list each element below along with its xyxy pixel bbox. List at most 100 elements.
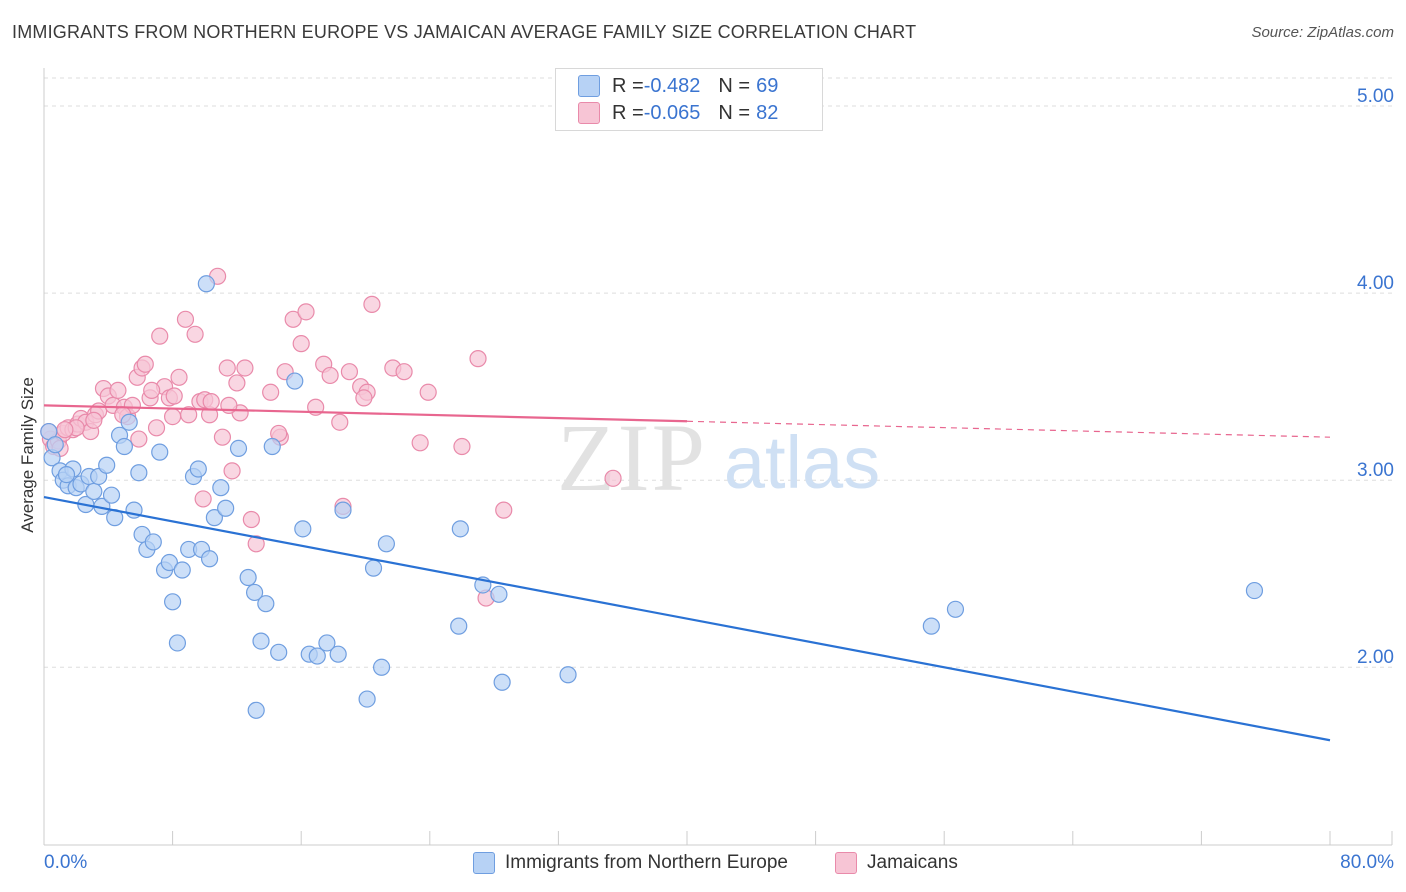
jamaicans-point bbox=[395, 363, 413, 381]
jamaicans-point bbox=[147, 419, 166, 437]
northern-europe-point bbox=[197, 275, 215, 293]
northern-europe-point bbox=[559, 666, 577, 684]
northern-europe-point bbox=[490, 585, 508, 603]
northern-europe-point bbox=[120, 413, 138, 431]
northern-europe-point bbox=[245, 583, 264, 602]
northern-europe-point bbox=[263, 437, 281, 456]
northern-europe-trend-line bbox=[43, 495, 1331, 742]
pink-swatch bbox=[578, 102, 600, 124]
y-tick-label: 3.00 bbox=[1357, 460, 1394, 482]
jamaicans-point bbox=[202, 393, 220, 411]
jamaicans-point bbox=[469, 350, 487, 368]
northern-europe-point bbox=[160, 553, 178, 572]
northern-europe-point bbox=[217, 499, 235, 517]
r-value: -0.482 bbox=[643, 74, 701, 97]
northern-europe-point bbox=[168, 634, 187, 652]
r-value: -0.065 bbox=[643, 101, 701, 124]
jamaicans-trend-line-extension bbox=[686, 420, 1331, 438]
northern-europe-point bbox=[164, 593, 182, 611]
northern-europe-point bbox=[144, 533, 162, 551]
jamaicans-point bbox=[170, 368, 188, 386]
n-value: 82 bbox=[756, 101, 779, 124]
northern-europe-point bbox=[85, 482, 103, 501]
y-axis-label: Average Family Size bbox=[18, 377, 37, 533]
legend-label: Immigrants from Northern Europe bbox=[505, 852, 788, 873]
x-tick-label-max: 80.0% bbox=[1340, 852, 1394, 873]
northern-europe-point bbox=[270, 643, 288, 661]
jamaicans-point bbox=[363, 295, 381, 313]
northern-europe-point bbox=[151, 443, 169, 461]
northern-europe-point bbox=[173, 561, 191, 579]
jamaicans-point bbox=[495, 501, 513, 519]
jamaicans-point bbox=[331, 413, 349, 431]
northern-europe-point bbox=[205, 509, 223, 527]
jamaicans-point bbox=[165, 387, 183, 405]
series-legend: Immigrants from Northern Europe Jamaican… bbox=[0, 852, 1406, 878]
r-label: R = bbox=[612, 74, 644, 97]
pink-swatch bbox=[835, 852, 857, 874]
northern-europe-point bbox=[252, 632, 270, 650]
jamaicans-point bbox=[262, 383, 280, 401]
legend-row-northern-europe: R = -0.482 N = 69 bbox=[578, 73, 778, 99]
legend-item-northern-europe[interactable]: Immigrants from Northern Europe bbox=[473, 852, 788, 874]
northern-europe-point bbox=[46, 436, 64, 454]
x-tick-label-min: 0.0% bbox=[44, 852, 88, 873]
northern-europe-point bbox=[493, 673, 511, 691]
northern-europe-point bbox=[294, 520, 312, 538]
jamaicans-point bbox=[340, 363, 359, 381]
northern-europe-points bbox=[40, 275, 1264, 719]
jamaicans-point bbox=[411, 434, 429, 452]
jamaicans-point bbox=[186, 325, 204, 343]
jamaicans-point bbox=[236, 359, 254, 377]
northern-europe-point bbox=[377, 535, 395, 553]
n-label: N = bbox=[718, 74, 751, 97]
chart-title: IMMIGRANTS FROM NORTHERN EUROPE VS JAMAI… bbox=[12, 22, 917, 42]
jamaicans-point bbox=[56, 421, 74, 439]
jamaicans-point bbox=[604, 469, 622, 487]
jamaicans-point bbox=[130, 430, 148, 448]
northern-europe-point bbox=[372, 658, 391, 676]
northern-europe-point bbox=[329, 645, 347, 663]
northern-europe-point bbox=[57, 465, 76, 484]
northern-europe-point bbox=[358, 690, 376, 708]
legend-item-jamaicans[interactable]: Jamaicans bbox=[835, 852, 958, 874]
northern-europe-point bbox=[922, 617, 940, 635]
jamaicans-point bbox=[85, 411, 103, 429]
jamaicans-point bbox=[228, 374, 246, 392]
northern-europe-point bbox=[115, 437, 133, 456]
northern-europe-point bbox=[98, 456, 116, 474]
jamaicans-point bbox=[109, 381, 127, 400]
jamaicans-point bbox=[284, 310, 302, 328]
jamaicans-point bbox=[242, 510, 260, 529]
northern-europe-point bbox=[229, 439, 248, 458]
northern-europe-point bbox=[247, 701, 265, 719]
northern-europe-point bbox=[1245, 581, 1264, 600]
blue-swatch bbox=[473, 852, 495, 874]
northern-europe-point bbox=[308, 647, 326, 665]
axes bbox=[43, 68, 1393, 846]
jamaicans-point bbox=[176, 310, 195, 328]
northern-europe-point bbox=[946, 600, 965, 618]
jamaicans-point bbox=[151, 327, 169, 345]
northern-europe-point bbox=[102, 486, 121, 504]
y-tick-label: 4.00 bbox=[1357, 273, 1394, 295]
jamaicans-point bbox=[247, 535, 265, 553]
jamaicans-point bbox=[292, 335, 310, 353]
jamaicans-point bbox=[136, 355, 154, 373]
jamaicans-point bbox=[143, 381, 161, 400]
jamaicans-point bbox=[194, 490, 212, 508]
northern-europe-point bbox=[450, 617, 468, 635]
y-tick-label: 5.00 bbox=[1357, 86, 1394, 108]
legend-row-jamaicans: R = -0.065 N = 82 bbox=[578, 100, 778, 126]
trend-lines bbox=[43, 404, 1331, 742]
jamaicans-point bbox=[355, 389, 373, 407]
correlation-legend: R = -0.482 N = 69 R = -0.065 N = 82 bbox=[555, 68, 823, 131]
jamaicans-point bbox=[223, 462, 241, 480]
northern-europe-point bbox=[364, 559, 383, 577]
source-credit: Source: ZipAtlas.com bbox=[1251, 24, 1394, 41]
jamaicans-trend-line bbox=[43, 404, 688, 423]
jamaicans-point bbox=[164, 408, 182, 426]
northern-europe-point bbox=[334, 501, 352, 519]
n-label: N = bbox=[718, 101, 751, 124]
